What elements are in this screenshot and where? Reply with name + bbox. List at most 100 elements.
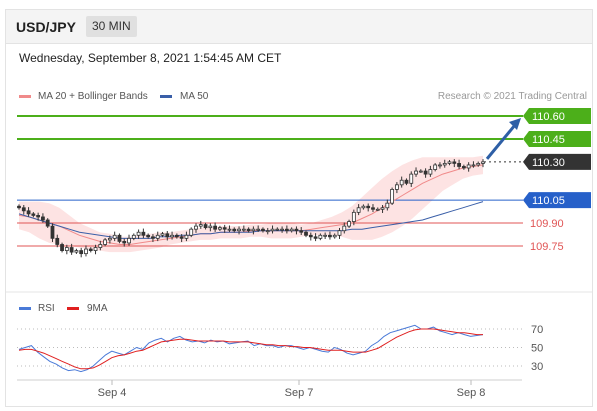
- ma20-legend-label: MA 20 + Bollinger Bands: [38, 91, 148, 102]
- forecast-arrow-shaft: [485, 124, 517, 160]
- candle-body: [371, 207, 375, 210]
- level-label-110.45: 110.45: [532, 134, 565, 146]
- candle-body: [261, 228, 265, 232]
- candle-body: [79, 250, 84, 255]
- candle-body: [428, 169, 433, 175]
- candle-body: [36, 215, 41, 218]
- candle-body: [141, 231, 146, 236]
- candle-body: [246, 228, 251, 232]
- candle-body: [423, 170, 428, 175]
- candle-body: [457, 163, 461, 167]
- candle-body: [323, 234, 328, 237]
- candle-body: [265, 230, 270, 233]
- candle-body: [342, 225, 347, 232]
- candle-body: [237, 228, 241, 232]
- candle-body: [251, 228, 256, 232]
- rsi-tick-30: 30: [531, 361, 543, 373]
- candle-body: [131, 234, 136, 239]
- candle-body: [241, 228, 246, 231]
- candle-body: [351, 211, 356, 222]
- candle-body: [332, 234, 337, 238]
- level-label-110.60: 110.60: [532, 111, 565, 123]
- candle-body: [299, 230, 304, 233]
- candle-body: [55, 237, 60, 245]
- candle-body: [471, 164, 476, 167]
- rsi-tick-70: 70: [531, 324, 543, 336]
- candle-body: [50, 225, 55, 239]
- rsi-ma-legend-label: 9MA: [87, 303, 108, 314]
- candle-body: [366, 205, 371, 209]
- candle-body: [160, 233, 165, 236]
- candle-body: [218, 227, 222, 230]
- ma20-line: [18, 164, 484, 245]
- x-label-Sep 7: Sep 7: [285, 387, 314, 399]
- candle-body: [466, 164, 471, 169]
- chart-header: USD/JPY 30 MIN: [6, 10, 592, 44]
- candle-body: [404, 179, 409, 184]
- candle-body: [84, 248, 88, 255]
- candle-body: [179, 236, 184, 239]
- candle-body: [26, 210, 31, 215]
- rsi-ma-line: [18, 328, 483, 370]
- candle-body: [117, 234, 122, 242]
- candle-body: [476, 163, 481, 166]
- candle-body: [227, 228, 232, 231]
- candle-body: [203, 224, 208, 229]
- candle-body: [289, 228, 294, 232]
- chart-datetime: Wednesday, September 8, 2021 1:54:45 AM …: [19, 51, 282, 65]
- candle-body: [304, 231, 308, 236]
- candle-body: [270, 228, 275, 232]
- candle-body: [280, 228, 284, 231]
- level-tag-110.05: [523, 192, 591, 209]
- ma50-line: [18, 201, 484, 239]
- credit-text: Research © 2021 Trading Central: [438, 91, 587, 102]
- timeframe-badge[interactable]: 30 MIN: [86, 16, 137, 37]
- candle-body: [313, 236, 318, 239]
- forecast-arrow-head: [509, 118, 521, 130]
- candle-body: [69, 247, 74, 253]
- candle-body: [189, 228, 194, 236]
- candle-body: [41, 216, 45, 221]
- candle-body: [328, 234, 332, 238]
- candle-body: [213, 225, 218, 230]
- candle-body: [438, 164, 442, 167]
- candle-body: [375, 208, 380, 211]
- rsi-plot: 70 50 30: [17, 324, 543, 373]
- level-tag-110.60: [523, 108, 591, 124]
- price-chart: MA 20 + Bollinger Bands MA 50 Research ©…: [6, 91, 592, 399]
- candle-body: [194, 225, 198, 230]
- candle-body: [452, 161, 457, 164]
- candle-body: [356, 207, 361, 213]
- candle-body: [222, 227, 227, 230]
- chart-widget: USD/JPY 30 MIN Wednesday, September 8, 2…: [5, 9, 593, 407]
- candle-body: [184, 234, 189, 239]
- candle-body: [198, 224, 203, 227]
- candle-body: [347, 221, 351, 227]
- level-label-109.75: 109.75: [530, 241, 564, 253]
- candle-body: [232, 228, 237, 232]
- candle-body: [442, 163, 447, 166]
- candle-body: [155, 234, 160, 239]
- candle-body: [151, 236, 155, 239]
- level-label-110.05: 110.05: [532, 195, 565, 207]
- candle-body: [64, 247, 69, 251]
- rsi-legend-swatch: [19, 307, 31, 310]
- candle-body: [409, 173, 414, 184]
- candle-body: [174, 234, 179, 238]
- price-plot: 110.60 110.45 110.30 110.05 109.90 109.75: [17, 108, 591, 258]
- candle-body: [112, 234, 117, 239]
- candle-body: [308, 234, 313, 238]
- ma20-legend-swatch: [19, 95, 31, 98]
- rsi-legend-label: RSI: [38, 303, 55, 314]
- level-label-109.90: 109.90: [530, 218, 564, 230]
- candle-body: [361, 205, 366, 209]
- ma50-legend-label: MA 50: [180, 91, 209, 102]
- candle-body: [284, 228, 289, 232]
- candle-body: [21, 207, 26, 212]
- candle-body: [318, 234, 323, 239]
- candle-body: [481, 161, 485, 164]
- candle-body: [433, 164, 438, 170]
- candle-body: [394, 184, 399, 190]
- candle-body: [45, 219, 50, 227]
- candle-body: [88, 248, 93, 251]
